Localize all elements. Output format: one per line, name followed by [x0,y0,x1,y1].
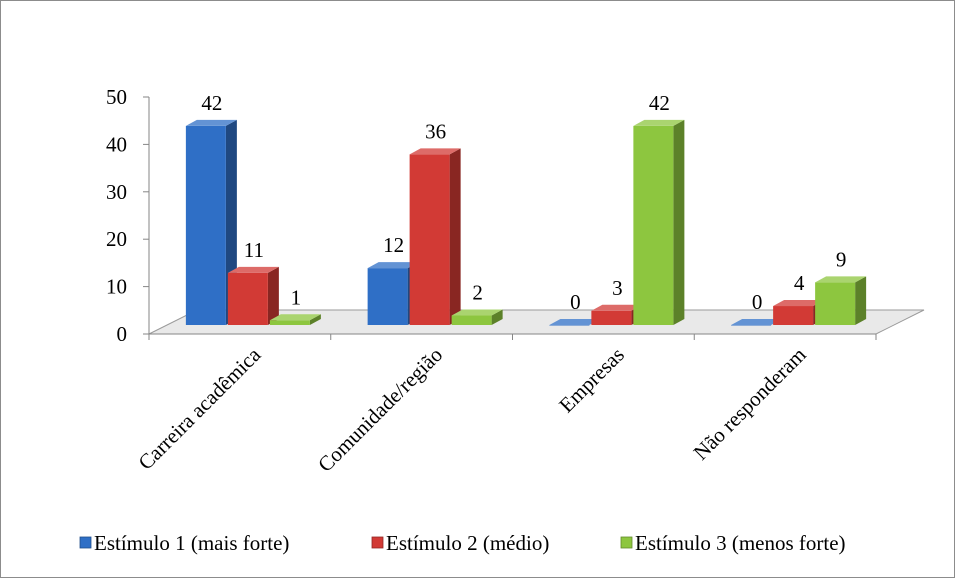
legend: Estímulo 1 (mais forte) Estímulo 2 (médio… [79,531,846,555]
category-label: Comunidade/região [313,343,447,477]
legend-item: Estímulo 2 (médio) [371,531,549,555]
bar-top [409,148,461,155]
bar-front [227,272,268,325]
data-label: 12 [383,233,404,257]
bar-front [367,268,408,325]
bar-front [269,320,310,325]
data-label: 1 [291,285,302,309]
bar-front [633,125,674,325]
bar-top [367,262,419,269]
bar [227,266,279,325]
category-label: Carreira acadêmica [133,342,265,474]
bar [731,319,783,326]
bar-front [773,306,814,325]
bar-top [815,276,867,283]
y-tick-label: 50 [106,85,127,109]
bars [185,119,867,326]
data-label: 0 [752,290,763,314]
data-label: 42 [649,91,670,115]
bar-top [773,300,825,307]
data-label: 0 [570,290,581,314]
data-label: 3 [612,276,623,300]
bar-side [855,276,867,325]
bar [409,148,461,325]
data-label: 11 [244,238,264,262]
legend-label: Estímulo 1 (mais forte) [94,531,289,555]
x-axis [148,333,877,340]
bar-side [267,266,279,325]
bar [815,276,867,325]
legend-swatch [371,536,384,549]
y-tick-label: 40 [106,132,127,156]
bar-front [451,315,492,325]
data-label: 2 [472,281,483,305]
bar-top [633,119,685,126]
bar-top [451,309,503,316]
y-tick-label: 10 [106,275,127,299]
y-tick-label: 30 [106,180,127,204]
bar [451,309,503,325]
category-label: Empresas [554,343,629,418]
bar [269,314,321,325]
bar-front [409,154,450,325]
bar-side [673,119,685,325]
data-label: 4 [794,271,805,295]
bar-top [549,319,601,325]
category-label: Não responderam [689,343,811,465]
y-tick-label: 0 [117,322,128,346]
bar [185,119,237,325]
bar-side [309,314,321,325]
bar-front [549,325,590,326]
bar-front [591,310,632,325]
bar-top [185,119,237,126]
data-label: 42 [201,91,222,115]
legend-item: Estímulo 3 (menos forte) [620,531,846,555]
bar-top [591,304,643,311]
category-labels: Carreira acadêmica Comunidade/região Empre… [133,342,810,477]
bar [549,319,601,326]
data-label: 36 [425,119,446,143]
bar-front [731,325,772,326]
legend-item: Estímulo 1 (mais forte) [79,531,289,555]
y-tick-label: 20 [106,227,127,251]
legend-swatch [620,536,633,549]
bar-side [449,148,461,325]
bar [633,119,685,325]
bar-top [731,319,783,325]
bar-front [815,282,856,325]
bar-top [227,266,279,273]
legend-swatch [79,536,92,549]
y-axis: 0 10 20 30 40 50 [106,85,150,346]
legend-label: Estímulo 3 (menos forte) [635,531,846,555]
data-label: 9 [836,247,847,271]
bar-front [185,125,226,325]
bar-top [269,314,321,321]
legend-label: Estímulo 2 (médio) [386,531,549,555]
bar-side [491,309,503,325]
